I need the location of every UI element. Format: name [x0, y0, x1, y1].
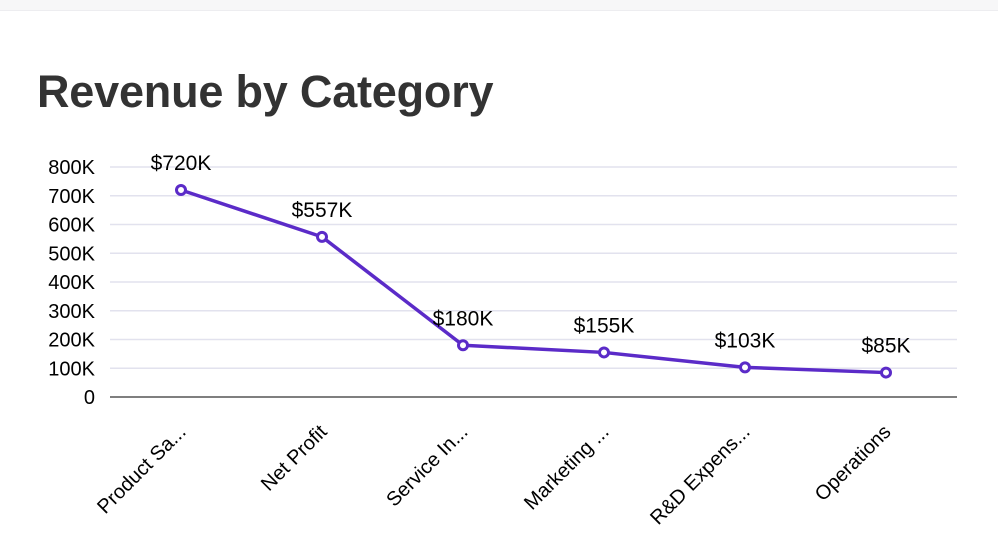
y-tick-label: 100K	[48, 358, 95, 380]
data-label: $103K	[715, 329, 776, 352]
x-tick-label: Operations	[811, 421, 896, 506]
data-point	[880, 366, 892, 379]
chart-title: Revenue by Category	[37, 66, 494, 117]
y-axis-tick-labels: 0 100K 200K 300K 400K 500K 600K 700K 800K	[48, 157, 95, 409]
x-tick-label: Net Profit	[257, 421, 332, 496]
data-labels: $720K $557K $180K $155K $103K $85K	[151, 152, 911, 358]
data-label: $85K	[861, 335, 910, 358]
data-point	[316, 230, 328, 243]
series-line	[179, 188, 888, 375]
data-points	[175, 184, 892, 379]
x-tick-label: Service In...	[382, 421, 472, 511]
data-point	[739, 361, 751, 374]
data-label: $720K	[151, 152, 212, 175]
data-label: $155K	[574, 314, 635, 337]
x-tick-label: Product Sa...	[93, 421, 190, 518]
top-strip	[0, 0, 998, 11]
y-tick-label: 500K	[48, 243, 95, 265]
data-label: $557K	[292, 199, 353, 222]
y-tick-label: 0	[84, 387, 95, 409]
x-tick-label: R&D Expens...	[646, 421, 754, 529]
data-point	[175, 184, 187, 196]
grid-lines	[110, 166, 957, 369]
y-tick-label: 800K	[48, 157, 95, 179]
x-tick-label: Marketing ...	[520, 421, 613, 514]
y-tick-label: 700K	[48, 186, 95, 208]
y-tick-label: 400K	[48, 272, 95, 294]
data-point	[598, 346, 610, 359]
y-tick-label: 300K	[48, 301, 95, 323]
data-label: $180K	[433, 307, 494, 330]
data-point	[457, 339, 469, 352]
y-tick-label: 600K	[48, 215, 95, 237]
y-tick-label: 200K	[48, 330, 95, 352]
x-axis-tick-labels: Product Sa... Net Profit Service In... Mark…	[93, 421, 895, 530]
